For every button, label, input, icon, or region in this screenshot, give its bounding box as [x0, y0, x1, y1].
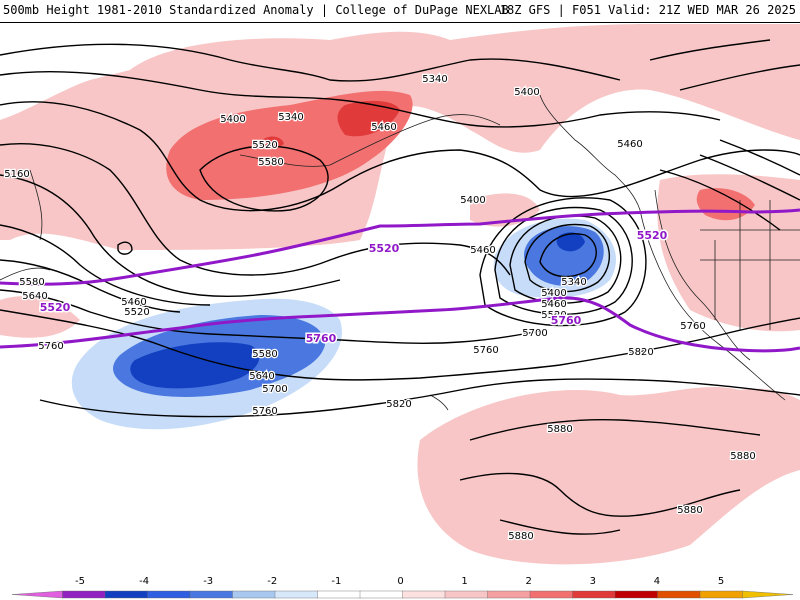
colorbar-tick-label: -3 [203, 576, 213, 587]
contour-label: 5580 [258, 157, 283, 168]
colorbar-segment [444, 590, 489, 599]
highlight-contour-label: 5760 [306, 332, 337, 345]
contour-label: 5880 [547, 424, 572, 435]
contour-label: 5760 [252, 406, 277, 417]
contour-label: 5400 [541, 288, 566, 299]
header-bar: 500mb Height 1981-2010 Standardized Anom… [0, 0, 800, 23]
contour-label: 5580 [252, 349, 277, 360]
contour-label: 5760 [680, 321, 705, 332]
colorbar-segment [62, 590, 106, 599]
colorbar-tick-label: 0 [397, 576, 403, 587]
contour-label: 5460 [470, 245, 495, 256]
contour-label: 5400 [514, 87, 539, 98]
colorbar-segment [317, 590, 361, 599]
contour-label: 5760 [473, 345, 498, 356]
colorbar-segment [529, 590, 574, 599]
highlight-contour-label: 5760 [551, 314, 582, 327]
colorbar-segment [104, 590, 149, 599]
negative-anomaly-shading-3 [130, 232, 585, 389]
contour-label: 5520 [252, 140, 277, 151]
contour-label: 5700 [522, 328, 547, 339]
highlight-contours [0, 208, 800, 353]
colorbar-segment [189, 590, 234, 599]
contour-label: 5520 [124, 307, 149, 318]
colorbar-segment [402, 590, 446, 599]
height-contours [0, 39, 800, 535]
contour-label: 5400 [460, 195, 485, 206]
contour-label: 5160 [4, 169, 29, 180]
positive-anomaly-shading-3 [262, 100, 400, 148]
colorbar-tick-labels: -5 -4 -3 -2 -1 0 1 2 3 4 5 [75, 576, 724, 587]
contour-label: 5640 [22, 291, 47, 302]
colorbar-tick-label: 3 [590, 576, 596, 587]
colorbar-segment [614, 590, 659, 599]
contour-label: 5400 [220, 114, 245, 125]
colorbar-segments [11, 590, 794, 599]
colorbar-segment [274, 590, 319, 599]
colorbar-segment [232, 590, 276, 599]
colorbar-segment [699, 590, 744, 599]
contour-label: 5460 [541, 299, 566, 310]
contour-label: 5460 [371, 122, 396, 133]
contour-label: 5880 [730, 451, 755, 462]
colorbar-tick-label: 4 [654, 576, 660, 587]
contour-label: 5460 [617, 139, 642, 150]
contour-label: 5880 [677, 505, 702, 516]
highlight-contour-label: 5520 [637, 229, 668, 242]
colorbar-segment [487, 590, 531, 599]
contour-label: 5820 [628, 347, 653, 358]
contour-label: 5460 [121, 297, 146, 308]
contour-label: 5340 [278, 112, 303, 123]
colorbar-tick-label: -2 [267, 576, 277, 587]
contour-label: 5520 [541, 310, 566, 321]
anomaly-colorbar: -5 -4 -3 -2 -1 0 1 2 3 4 5 [11, 576, 794, 599]
colorbar-segment [572, 590, 616, 599]
contour-label: 5580 [19, 277, 44, 288]
coastlines [0, 94, 800, 411]
colorbar-segment [11, 590, 63, 599]
highlight-contour-label: 5520 [369, 242, 400, 255]
colorbar-segment [359, 590, 404, 599]
colorbar-segment [147, 590, 191, 599]
colorbar-segment [657, 590, 701, 599]
contour-label: 5640 [249, 371, 274, 382]
contour-label: 5760 [38, 341, 63, 352]
map-title: 500mb Height 1981-2010 Standardized Anom… [3, 3, 509, 17]
colorbar-tick-label: -5 [75, 576, 85, 587]
highlight-contour-label: 5520 [40, 301, 71, 314]
contour-label: 5340 [422, 74, 447, 85]
colorbar-tick-label: -1 [331, 576, 341, 587]
contour-label: 5820 [386, 399, 411, 410]
contour-label: 5700 [262, 384, 287, 395]
model-valid-time: 18Z GFS | F051 Valid: 21Z WED MAR 26 202… [499, 3, 796, 17]
contour-label: 5880 [508, 531, 533, 542]
contour-label: 5340 [561, 277, 586, 288]
colorbar-tick-label: 5 [718, 576, 724, 587]
colorbar-tick-label: -4 [139, 576, 149, 587]
colorbar-tick-label: 1 [461, 576, 467, 587]
colorbar-segment [742, 590, 794, 599]
colorbar-tick-label: 2 [526, 576, 532, 587]
